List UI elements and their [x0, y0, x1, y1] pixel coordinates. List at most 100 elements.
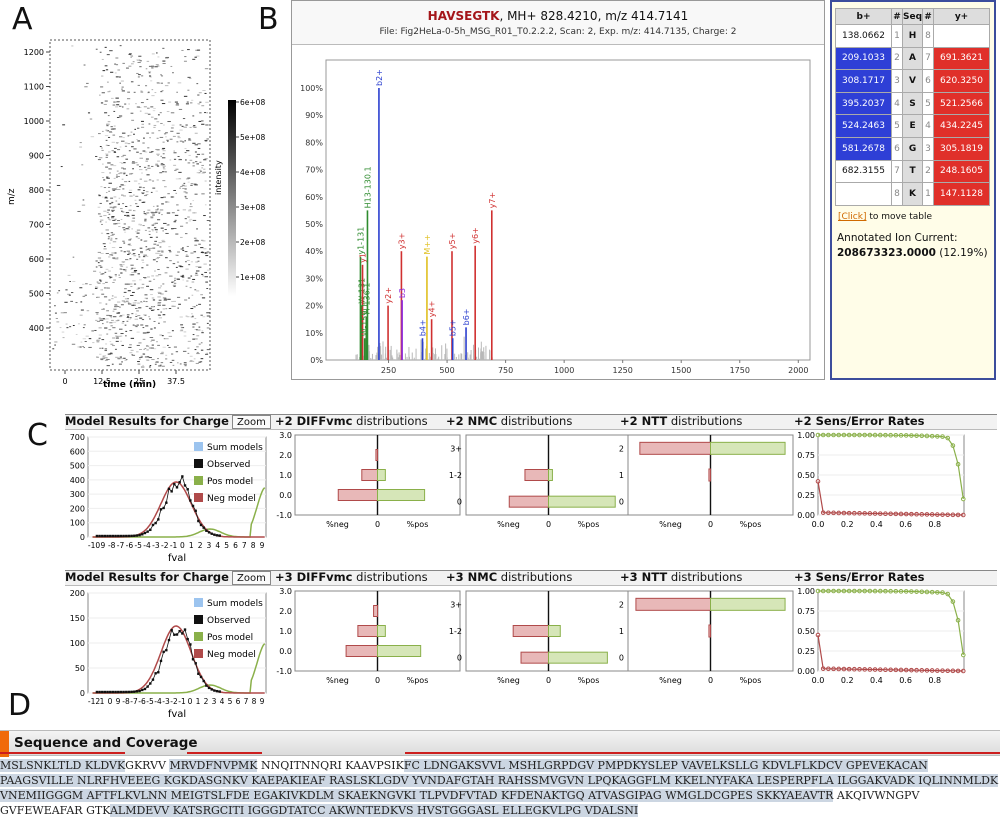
pos-bar	[548, 651, 608, 664]
sens-y-tick-label: 0.25	[797, 491, 815, 500]
b-ion-cell: 209.1033	[835, 46, 892, 71]
neg-axis-label: %neg	[326, 520, 349, 529]
heatmap-x-tick-label: 25	[134, 377, 144, 386]
fragment-ion-panel: b+ # Seq # y+ 138.0662 1 H 8 209.1033 2 A 7 691.3621…	[830, 0, 996, 380]
move-table-link[interactable]: [Click]	[838, 211, 867, 222]
sens-y-tick-label: 0.25	[797, 647, 815, 656]
heatmap-y-tick-label: 900	[29, 152, 44, 161]
b-ion-cell: 308.1717	[835, 69, 892, 93]
dist-y-tick-label: 0.0	[279, 491, 292, 500]
spectrum-y-tick-label: 0%	[310, 356, 323, 365]
zero-axis-label: 0	[708, 676, 713, 685]
zoom-button[interactable]: Zoom	[232, 415, 271, 429]
sens-x-tick-label: 0.0	[812, 520, 825, 529]
ion-table-header: #	[922, 8, 935, 25]
model-x-tick-label: -6	[138, 697, 146, 706]
zoom-button[interactable]: Zoom	[232, 571, 271, 585]
sens-x-tick-label: 0.4	[870, 676, 883, 685]
neg-axis-label: %neg	[659, 676, 682, 685]
peak-label: H13-130.1	[363, 166, 372, 208]
pos-bar	[377, 625, 386, 637]
model-x-tick-label: -2	[161, 541, 169, 550]
ion-table-row: 209.1033 2 A 7 691.3621	[835, 46, 991, 71]
model-y-tick-label: 500	[70, 462, 85, 471]
model-x-tick-label: -2	[170, 697, 178, 706]
peak-label: b6+	[462, 308, 471, 325]
y-ion-cell: 521.2566	[933, 91, 991, 116]
model-x-tick-label: 8	[251, 541, 256, 550]
sens-x-tick-label: 0.8	[928, 676, 941, 685]
sens-y-tick-label: 0.50	[797, 627, 815, 636]
aic-percent: (12.19%)	[935, 246, 988, 259]
sens-x-tick-label: 0.2	[841, 520, 854, 529]
colorbar-ticks: 6e+08 5e+08 4e+08 3e+08 2e+08 1e+08	[236, 98, 265, 282]
spectrum-header: HAVSEGTK, MH+ 828.4210, m/z 414.7141 Fil…	[292, 1, 824, 45]
dist-category-label: 0	[457, 654, 462, 663]
heatmap-y-tick-label: 400	[29, 324, 44, 333]
ntt-title: +3 NTT distributions	[620, 570, 743, 584]
model-x-tick-label: 9	[260, 697, 265, 706]
model-x-tick-label: -3	[152, 541, 160, 550]
uncovered-segment: AKQIVWNGPV GVFEWEAFAR GTK	[0, 789, 920, 817]
residue-cell: S	[901, 91, 924, 116]
spectrum-y-tick-label: 50%	[305, 220, 323, 229]
residue-cell: K	[901, 182, 924, 206]
b-ion-cell: 524.2463	[835, 114, 892, 138]
spectrum-x-tick-label: 1000	[554, 366, 574, 375]
model-y-tick-label: 200	[70, 504, 85, 513]
neg-bar	[345, 645, 379, 657]
neg-bar	[357, 625, 378, 637]
nmc-title: +3 NMC distributions	[446, 570, 573, 584]
b-index-cell: 2	[891, 46, 903, 71]
dist-category-label: 1-2	[449, 471, 462, 480]
model-x-tick-label: -1	[178, 697, 186, 706]
row-header-bar	[65, 570, 997, 586]
model-x-tick-label: 0	[108, 697, 113, 706]
model-y-tick-label: 50	[75, 664, 85, 673]
annotated-ion-current-value: 208673323.0000 (12.19%)	[837, 247, 994, 259]
neg-bar	[635, 597, 711, 611]
spectrum-y-tick-label: 60%	[305, 193, 323, 202]
peak-label: y2+	[384, 287, 393, 304]
model-y-tick-label: 0	[80, 689, 85, 698]
dist-category-label: 0	[457, 498, 462, 507]
model-legend-item: Sum models	[207, 599, 263, 609]
protein-sequence: MSLSNKLTLD KLDVKGKRVV MRVDFNVPMK NNQITNN…	[0, 758, 1000, 818]
dist-category-label: 3+	[450, 444, 462, 453]
spectrum-x-tick-label: 750	[498, 366, 513, 375]
spectrum-y-tick-label: 10%	[305, 329, 323, 338]
panel-label-b: B	[258, 2, 279, 37]
sens-error-title: +2 Sens/Error Rates	[794, 414, 925, 428]
dist-y-tick-label: -1.0	[276, 667, 292, 676]
heatmap-points	[52, 45, 211, 368]
spectrum-x-tick-label: 1500	[671, 366, 691, 375]
pos-axis-label: %pos	[740, 520, 762, 529]
ion-table-row: 8 K 1 147.1128	[835, 182, 991, 206]
heatmap-y-tick-label: 800	[29, 186, 44, 195]
model-x-tick-label: 3	[207, 541, 212, 550]
model-x-tick-label: -8	[108, 541, 116, 550]
model-y-tick-label: 150	[70, 614, 85, 623]
model-x-tick-label: -1	[170, 541, 178, 550]
model-results-charge-2: Model Results for Charge +2 Zoom +2 DIFFvm…	[65, 414, 997, 579]
pos-bar	[710, 597, 786, 611]
model-x-tick-label: -8	[122, 697, 130, 706]
spectrum-y-tick-label: 100%	[300, 84, 323, 93]
sens-x-tick-label: 0.8	[928, 520, 941, 529]
spectrum-y-tick-label: 70%	[305, 166, 323, 175]
model-x-tick-label: -3	[162, 697, 170, 706]
b-ion-cell: 682.3155	[835, 159, 892, 184]
peak-label: b3	[398, 288, 407, 298]
model-x-tick-label: -7	[117, 541, 125, 550]
peak-label: M++	[423, 234, 432, 254]
y-index-cell: 2	[922, 159, 935, 184]
model-x-tick-label: 1	[100, 697, 105, 706]
model-legend-item: Observed	[207, 460, 250, 470]
model-legend-item: Observed	[207, 616, 250, 626]
neg-axis-label: %neg	[497, 676, 520, 685]
ntt-title: +2 NTT distributions	[620, 414, 743, 428]
b-ion-cell	[835, 182, 892, 206]
spectrum-plot-area	[325, 59, 811, 361]
y-index-cell: 3	[922, 136, 935, 161]
panel-label-c: C	[27, 418, 48, 453]
